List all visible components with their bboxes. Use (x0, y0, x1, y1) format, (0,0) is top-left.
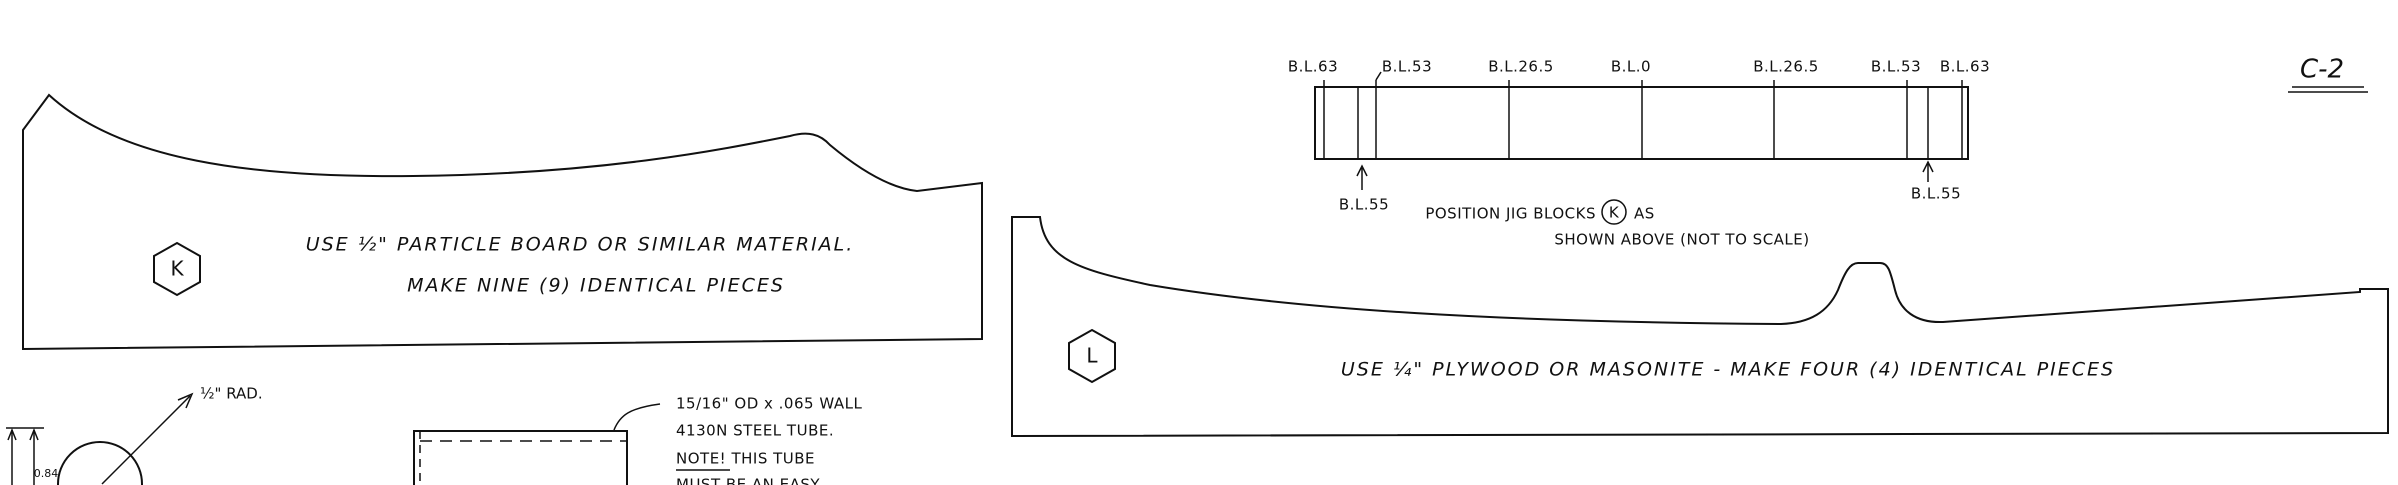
sheet-id: C-2 (2300, 55, 2344, 85)
part-l-outline (1011, 216, 2389, 438)
arrow (1922, 160, 1934, 182)
station-label: B.L.63 (1940, 58, 1990, 76)
station-label: B.L.53 (1382, 58, 1432, 76)
dimension-label: 0.84 (34, 467, 59, 480)
station-label: B.L.26.5 (1753, 58, 1819, 76)
station-label: B.L.55 (1911, 185, 1961, 203)
tube-note: MUST BE AN EASY (676, 476, 820, 485)
tube-note: 15/16" OD x .065 WALL (676, 395, 862, 413)
part-l-id: L (1086, 344, 1098, 368)
tube-note: NOTE! THIS TUBE (676, 450, 815, 468)
arrow (1356, 164, 1368, 190)
part-l-note: USE ¼" PLYWOOD OR MASONITE - MAKE FOUR (… (1341, 359, 2115, 381)
jig-caption: SHOWN ABOVE (NOT TO SCALE) (1554, 231, 1809, 249)
note-leader (613, 403, 661, 431)
tube-outline (413, 430, 628, 485)
station-label: B.L.26.5 (1488, 58, 1554, 76)
station-label: B.L.63 (1288, 58, 1338, 76)
tube-note: 4130N STEEL TUBE. (676, 422, 834, 440)
caption-mark: K (1609, 204, 1620, 222)
station-label: B.L.53 (1871, 58, 1921, 76)
part-l-hexagon (1068, 328, 1116, 384)
station-label: B.L.0 (1611, 58, 1651, 76)
jig-caption: POSITION JIG BLOCKS (1425, 205, 1596, 223)
part-k-hexagon (153, 241, 201, 297)
radius-label: ½" RAD. (200, 385, 263, 403)
part-k-note: USE ½" PARTICLE BOARD OR SIMILAR MATERIA… (306, 234, 855, 256)
part-k-outline (22, 93, 983, 351)
arrow (7, 427, 39, 441)
leader (1375, 71, 1382, 81)
radius-leader (101, 392, 194, 485)
station-lines (1323, 80, 1963, 159)
station-label: B.L.55 (1339, 196, 1389, 214)
radius-circle (57, 441, 143, 485)
caption-mark-circle (1601, 199, 1627, 225)
part-k-note: MAKE NINE (9) IDENTICAL PIECES (407, 275, 785, 297)
part-k-id: K (170, 257, 184, 281)
jig-caption: AS (1634, 205, 1655, 223)
